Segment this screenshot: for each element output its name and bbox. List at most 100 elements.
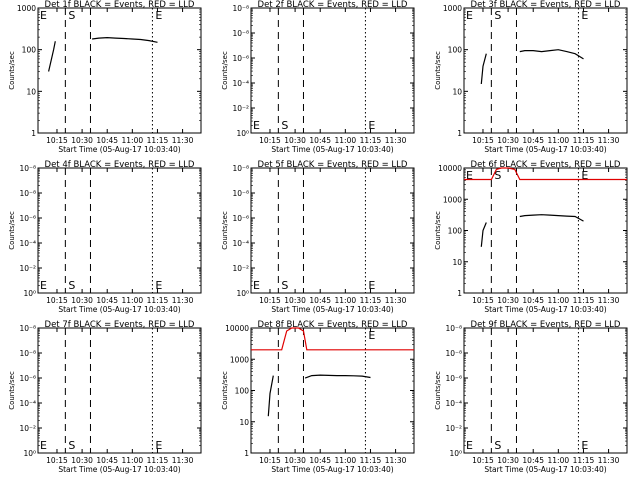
plot-frame [37,327,202,454]
marker-label: S [68,9,75,22]
chart-panel: Det 5f BLACK = Events, RED = LLD 10⁰ 10⁻² 1… [221,160,415,314]
x-tick-label: 10:15 [472,456,494,465]
x-tick-label: 10:45 [309,136,331,145]
marker-label: E [368,279,375,292]
y-tick-label: 10⁻² [19,264,36,273]
chart-title: Det 2f BLACK = Events, RED = LLD [258,0,408,10]
y-axis-label: Counts/sec [221,371,229,410]
x-tick-label: 10:45 [522,296,544,305]
y-tick-label: 10⁻² [445,424,462,433]
marker-label: S [281,119,288,132]
chart-panel: Det 4f BLACK = Events, RED = LLD 10⁰ 10⁻² 1… [8,160,202,314]
y-tick-label: 10⁻⁸ [19,189,36,198]
y-tick-label: 10⁻⁸ [445,349,462,358]
x-tick-label: 10:30 [284,296,306,305]
marker-label: S [281,279,288,292]
x-tick-label: 11:30 [598,296,620,305]
plot-frame [463,327,628,454]
x-tick-label: 10:15 [259,136,281,145]
x-tick-label: 10:45 [309,296,331,305]
x-tick-label: 11:15 [360,456,382,465]
y-tick-label: 10 [239,418,249,427]
marker-label: E [40,279,47,292]
chart-panel: Det 1f BLACK = Events, RED = LLD 1 10 100 10… [8,0,202,154]
y-tick-label: 10⁻⁴ [232,79,249,88]
y-tick-label: 10⁰ [236,289,249,298]
y-tick-label: 10⁻⁸ [232,189,249,198]
y-tick-label: 1 [457,129,462,138]
chart-title: Det 9f BLACK = Events, RED = LLD [471,320,621,330]
x-axis-label: Start Time (05-Aug-17 10:03:40) [58,145,180,154]
x-axis-label: Start Time (05-Aug-17 10:03:40) [484,145,606,154]
y-tick-label: 10⁰ [449,449,462,458]
x-tick-label: 10:45 [522,456,544,465]
events-series-line [519,49,584,60]
y-tick-label: 10⁻⁴ [445,399,462,408]
marker-label: S [494,169,501,182]
y-tick-label: 10⁻⁶ [445,374,462,383]
chart-title: Det 6f BLACK = Events, RED = LLD [471,160,621,170]
marker-label: E [368,119,375,132]
marker-label: E [155,279,162,292]
x-tick-label: 11:00 [122,296,144,305]
x-tick-label: 10:30 [497,296,519,305]
x-tick-label: 11:30 [385,296,407,305]
x-tick-label: 10:15 [46,296,68,305]
y-tick-label: 10⁻⁶ [19,374,36,383]
x-tick-label: 11:15 [147,296,169,305]
y-axis-label: Counts/sec [434,51,442,90]
x-tick-label: 11:00 [122,456,144,465]
y-tick-label: 10000 [438,164,462,173]
y-axis-label: Counts/sec [8,211,16,250]
marker-label: E [466,439,473,452]
x-tick-label: 10:45 [309,456,331,465]
y-axis-label: Counts/sec [8,371,16,410]
chart-panel: Det 2f BLACK = Events, RED = LLD 10⁰ 10⁻² 1… [221,0,415,154]
chart-title: Det 7f BLACK = Events, RED = LLD [45,320,195,330]
y-tick-label: 100 [235,387,250,396]
plot-frame [463,167,628,294]
marker-label: E [40,439,47,452]
x-tick-label: 10:30 [284,136,306,145]
x-tick-label: 11:15 [573,296,595,305]
x-tick-label: 10:30 [497,456,519,465]
events-series-line [267,375,274,417]
y-tick-label: 10⁻⁶ [19,214,36,223]
marker-label: E [368,329,375,342]
y-tick-label: 10⁻⁸ [19,164,36,173]
x-axis-label: Start Time (05-Aug-17 10:03:40) [271,465,393,474]
x-tick-label: 10:15 [472,136,494,145]
y-tick-label: 10 [26,87,36,96]
x-axis-label: Start Time (05-Aug-17 10:03:40) [484,465,606,474]
lld-series-line [251,327,414,351]
x-axis-label: Start Time (05-Aug-17 10:03:40) [484,305,606,314]
x-tick-label: 10:30 [71,296,93,305]
x-tick-label: 11:15 [360,296,382,305]
y-tick-label: 1 [457,289,462,298]
x-tick-label: 10:45 [96,456,118,465]
x-tick-label: 10:15 [472,296,494,305]
lld-series-line [464,167,627,181]
y-tick-label: 10⁻⁸ [232,164,249,173]
marker-label: E [155,439,162,452]
marker-label: E [40,9,47,22]
marker-label: S [494,9,501,22]
y-tick-label: 1 [244,449,249,458]
x-tick-label: 11:30 [172,296,194,305]
x-tick-label: 10:15 [259,456,281,465]
y-tick-label: 10⁻⁸ [19,349,36,358]
events-series-line [92,36,158,43]
x-tick-label: 10:15 [259,296,281,305]
x-tick-label: 11:15 [147,136,169,145]
events-series-line [304,374,371,379]
marker-label: E [581,439,588,452]
x-tick-label: 11:30 [385,136,407,145]
y-tick-label: 10⁻² [232,104,249,113]
x-tick-label: 10:15 [46,456,68,465]
y-tick-label: 1000 [17,4,36,13]
y-tick-label: 10⁻² [19,424,36,433]
x-tick-label: 11:15 [573,456,595,465]
events-series-line [519,214,584,222]
marker-label: E [466,9,473,22]
